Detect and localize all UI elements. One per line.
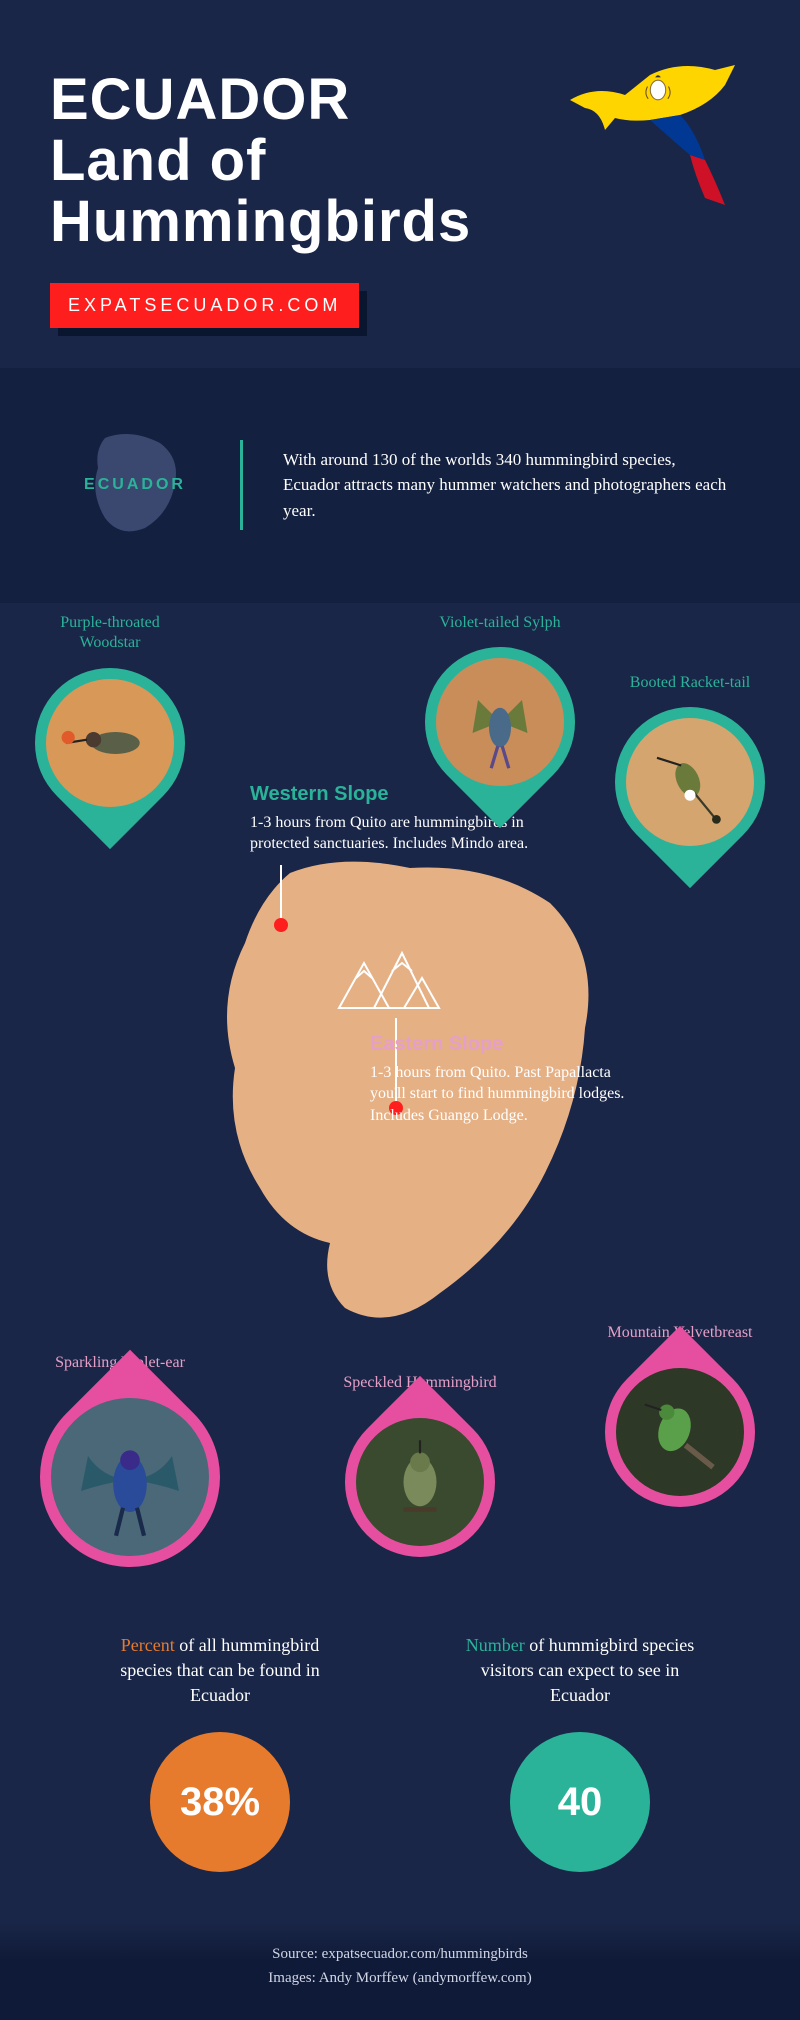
bird-pin-shape bbox=[574, 1326, 786, 1538]
stat-value-circle: 38% bbox=[150, 1732, 290, 1872]
intro-section: ECUADOR With around 130 of the worlds 34… bbox=[0, 368, 800, 603]
infographic-container: ECUADOR Land of Hummingbirds EXPATSECUAD… bbox=[0, 0, 800, 2020]
footer-source: Source: expatsecuador.com/hummingbirds bbox=[0, 1942, 800, 1966]
eastern-slope-desc: 1-3 hours from Quito. Past Papallacta yo… bbox=[370, 1062, 650, 1127]
bird-image bbox=[46, 679, 174, 807]
stat-value-circle: 40 bbox=[510, 1732, 650, 1872]
title-line-3: Hummingbirds bbox=[50, 189, 471, 254]
eastern-slope-title: Eastern Slope bbox=[370, 1033, 650, 1056]
intro-text: With around 130 of the worlds 340 hummin… bbox=[283, 447, 730, 524]
bird-label: Purple-throated Woodstar bbox=[30, 613, 190, 655]
bird-image bbox=[51, 1398, 209, 1556]
bird-pin-shape bbox=[314, 1376, 526, 1588]
hummingbird-flag-icon bbox=[550, 60, 750, 210]
title-line-1: ECUADOR bbox=[50, 67, 350, 132]
bird-pin-shape bbox=[584, 676, 796, 888]
intro-divider bbox=[240, 440, 243, 530]
bird-pin-shape bbox=[4, 637, 216, 849]
bird-image bbox=[436, 658, 564, 786]
stat-highlight: Number bbox=[466, 1635, 525, 1655]
western-slope-desc: 1-3 hours from Quito are hummingbirds in… bbox=[250, 812, 530, 855]
stat-percent-species: Percent of all hummingbird species that … bbox=[100, 1633, 340, 1873]
bird-label: Booted Racket-tail bbox=[610, 673, 770, 694]
mountains-icon bbox=[334, 943, 444, 1013]
bird-pin-booted-racket-tail: Booted Racket-tail bbox=[610, 673, 770, 858]
stat-highlight: Percent bbox=[121, 1635, 175, 1655]
ecuador-map-label: ECUADOR bbox=[84, 476, 186, 494]
header-section: ECUADOR Land of Hummingbirds EXPATSECUAD… bbox=[0, 0, 800, 368]
bird-pin-sparkling-violet-ear: Sparkling Violet-ear bbox=[40, 1353, 200, 1568]
bird-image bbox=[626, 718, 754, 846]
title-line-2: Land of bbox=[50, 128, 266, 193]
bird-pin-shape bbox=[3, 1350, 258, 1605]
footer-section: Source: expatsecuador.com/hummingbirds I… bbox=[0, 1922, 800, 2020]
site-banner: EXPATSECUADOR.COM bbox=[50, 283, 359, 328]
eastern-slope-block: Eastern Slope 1-3 hours from Quito. Past… bbox=[370, 1033, 650, 1127]
bird-image bbox=[616, 1368, 744, 1496]
main-map-section: Western Slope 1-3 hours from Quito are h… bbox=[0, 603, 800, 1613]
stat-text: Percent of all hummingbird species that … bbox=[100, 1633, 340, 1709]
western-slope-connector bbox=[280, 865, 282, 925]
bird-label: Violet-tailed Sylph bbox=[420, 613, 580, 634]
footer-images: Images: Andy Morffew (andymorffew.com) bbox=[0, 1966, 800, 1990]
bird-pin-speckled-hummingbird: Speckled Hummingbird bbox=[340, 1373, 500, 1558]
bird-image bbox=[356, 1418, 484, 1546]
stat-text: Number of hummigbird species visitors ca… bbox=[460, 1633, 700, 1709]
bird-pin-mountain-velvetbreast: Mountain Velvetbreast bbox=[600, 1323, 760, 1508]
ecuador-small-map-icon: ECUADOR bbox=[70, 418, 200, 553]
bird-pin-purple-throated-woodstar: Purple-throated Woodstar bbox=[30, 613, 190, 819]
bird-pin-violet-tailed-sylph: Violet-tailed Sylph bbox=[420, 613, 580, 798]
bird-pin-shape bbox=[394, 616, 606, 828]
stats-section: Percent of all hummingbird species that … bbox=[0, 1613, 800, 1923]
stat-number-species: Number of hummigbird species visitors ca… bbox=[460, 1633, 700, 1873]
